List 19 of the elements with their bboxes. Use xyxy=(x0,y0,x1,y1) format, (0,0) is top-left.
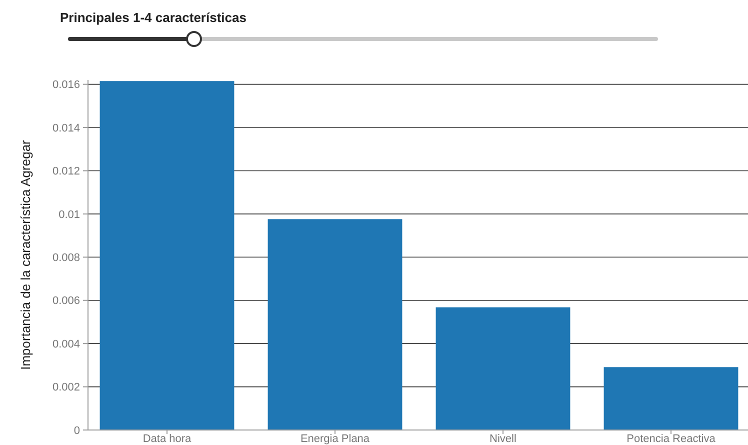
y-tick-label: 0.016 xyxy=(52,79,80,92)
y-tick-label: 0.01 xyxy=(58,208,80,221)
y-tick-label: 0.004 xyxy=(52,338,80,350)
x-tick-label: Nivell xyxy=(490,433,516,445)
y-tick-label: 0.002 xyxy=(52,382,80,394)
bar xyxy=(436,307,570,430)
y-tick-label: 0.014 xyxy=(52,122,80,134)
bar xyxy=(604,367,738,430)
x-tick-label: Potencia Reactiva xyxy=(626,433,716,445)
x-tick-label: Data hora xyxy=(142,433,192,445)
y-tick-label: 0.008 xyxy=(52,252,80,264)
y-tick-label: 0.012 xyxy=(52,166,80,178)
bar xyxy=(100,81,234,430)
chart-title: Principales 1-4 características xyxy=(60,10,246,25)
x-tick-label: Energia Plana xyxy=(300,433,370,445)
y-tick-label: 0.006 xyxy=(52,295,80,308)
y-tick-label: 0 xyxy=(74,424,80,437)
bar xyxy=(268,219,402,430)
y-axis-title: Importancia de la característica Agregar xyxy=(18,139,33,370)
